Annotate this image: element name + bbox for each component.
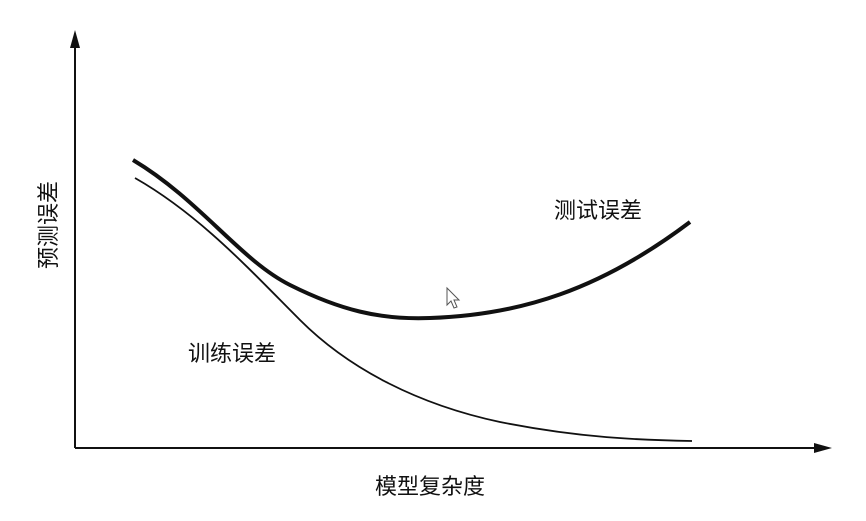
curve-label: 训练误差 <box>188 342 276 367</box>
x-axis-label: 模型复杂度 <box>375 475 485 500</box>
y-axis-arrow <box>70 30 80 48</box>
cursor <box>446 286 461 309</box>
train-error-curve <box>134 177 693 442</box>
x-axis-arrow <box>814 443 832 453</box>
test-error-curve <box>131 158 692 321</box>
curve-label: 测试误差 <box>554 199 642 224</box>
y-axis-label: 预测误差 <box>37 181 62 269</box>
